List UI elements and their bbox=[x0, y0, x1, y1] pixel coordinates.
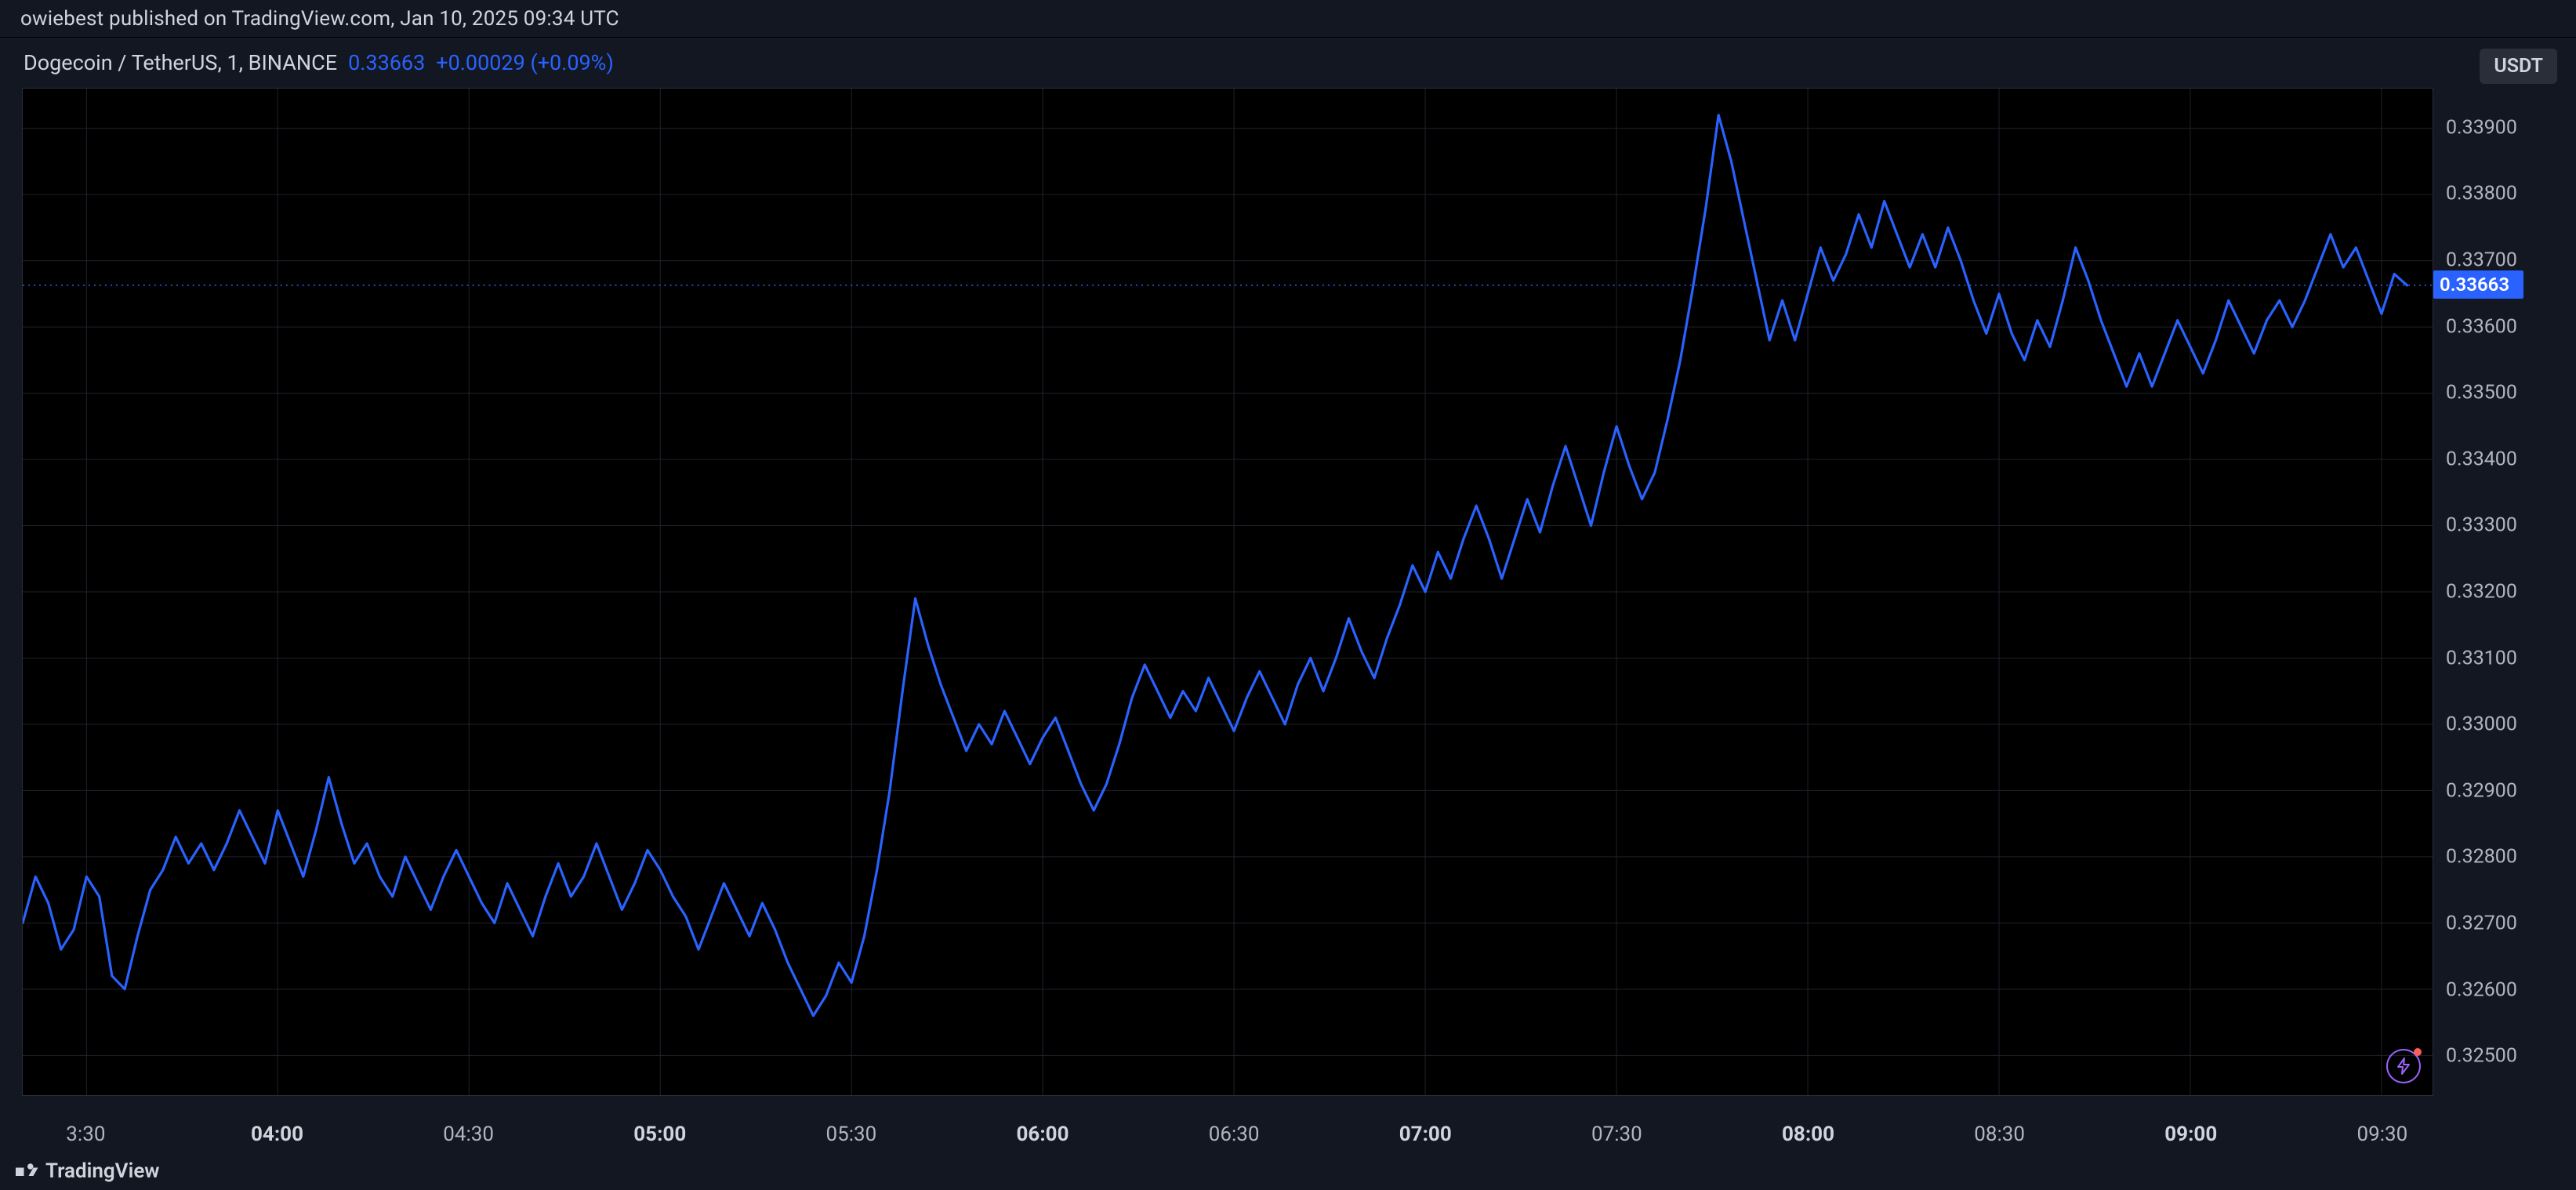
symbol-name: Dogecoin / TetherUS, 1, BINANCE bbox=[24, 50, 337, 75]
price-tick: 0.33200 bbox=[2446, 581, 2517, 604]
price-tick: 0.32500 bbox=[2446, 1045, 2517, 1068]
price-chart-plot[interactable] bbox=[22, 88, 2433, 1096]
tradingview-logo[interactable]: TradingView bbox=[16, 1159, 160, 1183]
price-tick: 0.33000 bbox=[2446, 713, 2517, 736]
time-tick: 04:30 bbox=[443, 1123, 494, 1146]
time-tick: 08:30 bbox=[1974, 1123, 2025, 1146]
time-tick: 05:30 bbox=[826, 1123, 877, 1146]
time-tick: 3:30 bbox=[66, 1123, 105, 1146]
time-tick: 06:00 bbox=[1017, 1123, 1069, 1146]
price-tick: 0.32700 bbox=[2446, 912, 2517, 935]
price-tick: 0.32900 bbox=[2446, 779, 2517, 802]
price-axis[interactable]: 0.33900 0.33800 0.33700 0.33600 0.33500 0.334… bbox=[2433, 88, 2576, 1096]
time-tick: 06:30 bbox=[1209, 1123, 1260, 1146]
chart-area: Dogecoin / TetherUS, 1, BINANCE 0.33663 … bbox=[0, 38, 2576, 1152]
price-change-combined: +0.00029 (+0.09%) bbox=[436, 50, 614, 75]
footer-bar: TradingView bbox=[0, 1152, 2576, 1190]
time-tick: 09:00 bbox=[2164, 1123, 2217, 1146]
current-price-tag[interactable]: 0.33663 bbox=[2433, 270, 2523, 299]
time-tick: 08:00 bbox=[1782, 1123, 1834, 1146]
price-tick: 0.32800 bbox=[2446, 846, 2517, 869]
flash-alert-icon[interactable] bbox=[2386, 1049, 2421, 1083]
time-tick: 04:00 bbox=[251, 1123, 303, 1146]
publish-info-bar: owiebest published on TradingView.com, J… bbox=[0, 0, 2576, 38]
price-tick: 0.33100 bbox=[2446, 647, 2517, 669]
currency-badge[interactable]: USDT bbox=[2480, 49, 2557, 84]
time-tick: 05:00 bbox=[633, 1123, 686, 1146]
price-tick: 0.33900 bbox=[2446, 116, 2517, 139]
time-tick: 07:30 bbox=[1591, 1123, 1642, 1146]
time-axis[interactable]: 3:30 04:00 04:30 05:00 05:30 06:00 06:30 07:00 0… bbox=[22, 1096, 2433, 1152]
tradingview-logo-icon bbox=[16, 1163, 39, 1180]
price-tick: 0.32600 bbox=[2446, 978, 2517, 1001]
tradingview-logo-text: TradingView bbox=[45, 1159, 160, 1183]
time-tick: 07:00 bbox=[1399, 1123, 1452, 1146]
time-tick: 09:30 bbox=[2357, 1123, 2408, 1146]
price-tick: 0.33800 bbox=[2446, 183, 2517, 205]
price-change-pct: +0.09% bbox=[538, 50, 607, 75]
symbol-legend[interactable]: Dogecoin / TetherUS, 1, BINANCE 0.33663 … bbox=[24, 50, 614, 75]
price-tick: 0.33300 bbox=[2446, 514, 2517, 537]
tradingview-chart-screenshot: { "header": { "publisher_line": "owiebes… bbox=[0, 0, 2576, 1190]
price-tick: 0.33600 bbox=[2446, 315, 2517, 338]
publish-info-text: owiebest published on TradingView.com, J… bbox=[20, 7, 619, 31]
price-change-abs: +0.00029 bbox=[436, 50, 524, 75]
price-tick: 0.33500 bbox=[2446, 382, 2517, 405]
price-tick: 0.33700 bbox=[2446, 249, 2517, 271]
last-price: 0.33663 bbox=[348, 50, 425, 75]
price-tick: 0.33400 bbox=[2446, 448, 2517, 470]
